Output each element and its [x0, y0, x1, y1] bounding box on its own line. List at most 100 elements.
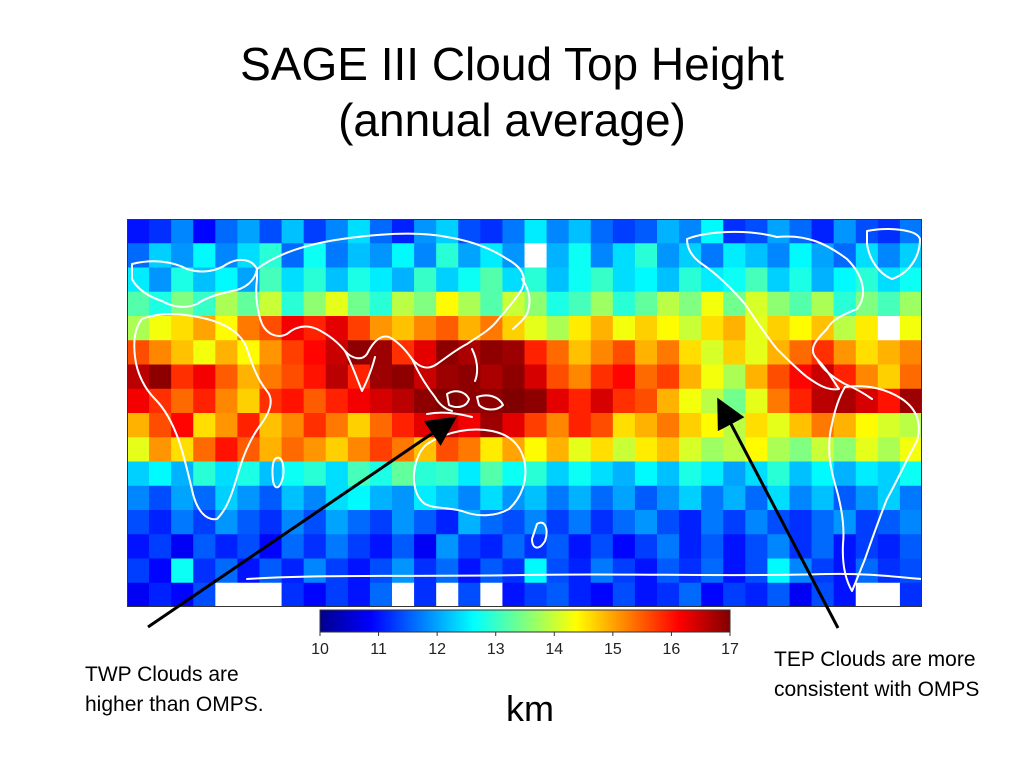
heatmap-cell — [855, 388, 879, 414]
heatmap-cell — [701, 291, 724, 317]
heatmap-cell — [546, 243, 570, 269]
heatmap-cell — [149, 267, 172, 293]
heatmap-cell — [347, 243, 371, 269]
heatmap-cell — [303, 437, 327, 463]
heatmap-cell — [171, 534, 194, 560]
heatmap-cell — [634, 267, 658, 293]
heatmap-cell — [193, 461, 216, 487]
heatmap-cell — [281, 364, 305, 390]
heatmap-cell — [458, 340, 481, 366]
heatmap-cell — [568, 340, 592, 366]
heatmap-cell — [171, 340, 194, 366]
heatmap-cell — [237, 510, 261, 535]
heatmap-cell — [215, 388, 239, 414]
heatmap-cell — [303, 388, 327, 414]
heatmap-cell — [899, 461, 922, 487]
heatmap-cell — [347, 485, 371, 511]
heatmap-cell — [215, 291, 239, 317]
heatmap-cell — [634, 461, 658, 487]
heatmap-cell — [436, 461, 459, 487]
heatmap-cell — [149, 558, 172, 584]
heatmap-cell — [723, 558, 746, 584]
heatmap-cell — [392, 534, 415, 560]
heatmap-cell — [679, 291, 702, 317]
heatmap-cell — [193, 510, 216, 535]
heatmap-cell — [767, 534, 791, 560]
heatmap-cell — [524, 388, 548, 414]
heatmap-cell — [127, 243, 150, 269]
heatmap-cell — [568, 510, 592, 535]
heatmap-cell — [480, 437, 504, 463]
heatmap-cell — [303, 291, 327, 317]
heatmap-cell — [745, 388, 769, 414]
heatmap-cell — [723, 534, 746, 560]
heatmap-cell — [303, 340, 327, 366]
heatmap-cell — [789, 437, 813, 463]
heatmap-cell — [767, 364, 791, 390]
heatmap-cell-missing — [215, 582, 239, 607]
heatmap-cell — [502, 291, 526, 317]
heatmap-cell-missing — [237, 582, 261, 607]
heatmap-cell — [414, 316, 437, 341]
heatmap-cell — [414, 340, 437, 366]
heatmap-cell — [193, 364, 216, 390]
heatmap-cell — [237, 243, 261, 269]
heatmap-cell — [546, 558, 570, 584]
heatmap-cell — [369, 388, 393, 414]
heatmap-cell — [612, 364, 636, 390]
heatmap-cell — [855, 461, 879, 487]
heatmap-cell — [392, 219, 415, 244]
heatmap-cell — [369, 291, 393, 317]
heatmap-cell — [899, 485, 922, 511]
heatmap-cell — [877, 219, 901, 244]
heatmap-cell — [502, 219, 526, 244]
heatmap-cell — [723, 461, 746, 487]
heatmap-cell — [193, 243, 216, 269]
heatmap-cell — [392, 461, 415, 487]
heatmap-cell — [855, 267, 879, 293]
heatmap-cell — [546, 461, 570, 487]
heatmap-cell — [899, 534, 922, 560]
heatmap-cell — [149, 388, 172, 414]
heatmap-cell — [524, 558, 548, 584]
heatmap-cell — [789, 388, 813, 414]
heatmap-cell — [657, 243, 680, 269]
heatmap-cell — [502, 437, 526, 463]
heatmap-cell — [436, 437, 459, 463]
heatmap-cell — [657, 485, 680, 511]
heatmap-cell — [215, 510, 239, 535]
heatmap-cell — [325, 558, 349, 584]
heatmap-cell — [392, 340, 415, 366]
heatmap-cell — [237, 291, 261, 317]
heatmap-cell — [480, 243, 504, 269]
heatmap-cell — [568, 388, 592, 414]
heatmap-cell — [833, 534, 857, 560]
heatmap-cell — [767, 219, 791, 244]
heatmap-cell — [745, 485, 769, 511]
heatmap-cell — [679, 364, 702, 390]
heatmap-cell — [237, 316, 261, 341]
heatmap-cell — [369, 534, 393, 560]
heatmap-cell — [634, 582, 658, 607]
title-line-2: (annual average) — [338, 94, 686, 146]
heatmap-cell — [767, 510, 791, 535]
heatmap-cell — [679, 267, 702, 293]
heatmap-cell — [502, 413, 526, 438]
heatmap-cell — [347, 388, 371, 414]
heatmap-cell — [877, 413, 901, 438]
heatmap-cell — [414, 291, 437, 317]
heatmap-cell — [347, 291, 371, 317]
heatmap-cell — [347, 510, 371, 535]
heatmap-cell — [281, 510, 305, 535]
heatmap-cell — [701, 413, 724, 438]
heatmap-cell — [502, 558, 526, 584]
heatmap-cell — [149, 461, 172, 487]
heatmap-cell — [524, 485, 548, 511]
heatmap-cell — [833, 413, 857, 438]
colorbar-tick-label: 11 — [370, 641, 387, 658]
heatmap-cell — [546, 534, 570, 560]
heatmap-cell — [369, 485, 393, 511]
heatmap-cell — [414, 510, 437, 535]
heatmap-cell — [369, 437, 393, 463]
heatmap-cell — [347, 316, 371, 341]
